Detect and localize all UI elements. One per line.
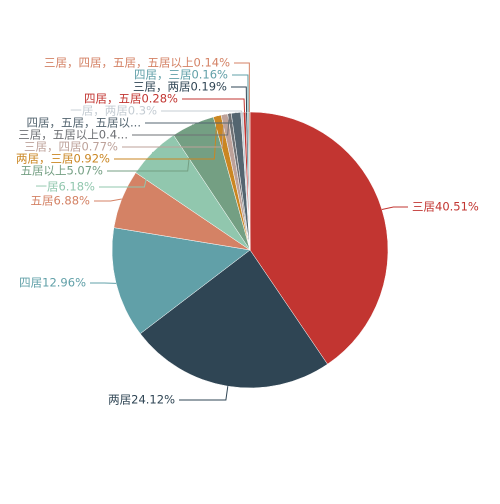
leader-line (382, 207, 408, 209)
data-label: 五居6.88% (30, 194, 90, 208)
data-label: 四居12.96% (19, 276, 86, 290)
data-label: 三居，五居以上0.4... (18, 128, 128, 142)
data-label: 三居40.51% (412, 200, 479, 214)
data-label: 两居24.12% (108, 393, 175, 407)
leader-line (161, 111, 242, 112)
data-label: 三居，四居，五居，五居以上0.14% (44, 56, 230, 70)
leader-line (182, 99, 245, 112)
data-label: 两居，三居0.92% (16, 152, 110, 166)
data-label: 三居，两居0.19% (133, 80, 227, 94)
leader-line (179, 386, 228, 400)
leader-line (232, 75, 248, 112)
data-label: 一居6.18% (35, 180, 95, 194)
leader-line (94, 199, 122, 201)
leader-line (234, 63, 249, 112)
data-label: 五居以上5.07% (20, 164, 103, 178)
data-label: 三居，四居0.77% (24, 140, 118, 154)
data-label: 一居，两居0.3% (70, 104, 157, 118)
data-label: 四居，三居0.16% (134, 68, 228, 82)
data-label: 四居，五居，五居以... (27, 116, 141, 130)
data-label: 四居，五居0.28% (84, 92, 178, 106)
